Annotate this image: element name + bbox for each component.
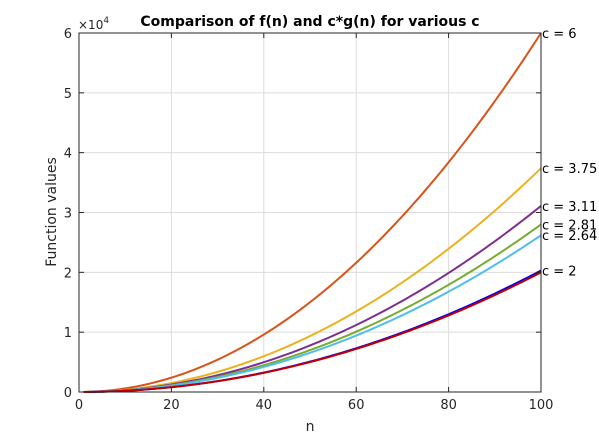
grid: [79, 33, 541, 392]
curve-label: c = 3.11: [542, 200, 597, 215]
series-line: [83, 271, 542, 393]
curve-label: c = 2: [542, 265, 577, 280]
y-axis-label: Function values: [44, 157, 60, 267]
x-axis-label: n: [306, 419, 315, 435]
curve-label: c = 2.81: [542, 218, 597, 233]
x-tick-label: 0: [75, 398, 83, 413]
series-group: [83, 32, 542, 393]
y-tick-label: 3: [64, 207, 72, 222]
x-tick-label: 20: [163, 398, 180, 413]
x-tick-label: 40: [256, 398, 273, 413]
series-line: [83, 167, 542, 393]
y-tick-label: 6: [64, 27, 72, 42]
y-tick-label: 4: [64, 147, 72, 162]
y-multiplier-exponent: 4: [103, 16, 109, 26]
y-multiplier: ×104: [78, 16, 109, 32]
y-tick-label: 2: [64, 266, 72, 281]
y-tick-label: 0: [64, 386, 72, 401]
x-tick-label: 60: [348, 398, 365, 413]
curve-label: c = 3.75: [542, 162, 597, 177]
series-line: [83, 234, 542, 393]
x-tick-label: 80: [440, 398, 457, 413]
x-tick-label: 100: [529, 398, 554, 413]
ticks: [78, 32, 542, 393]
curve-label: c = 6: [542, 27, 577, 42]
chart-title: Comparison of f(n) and c*g(n) for variou…: [140, 14, 479, 30]
x-tick-labels: 0 20 40 60 80 100: [75, 398, 554, 413]
series-line: [83, 32, 542, 393]
y-tick-label: 5: [64, 87, 72, 102]
curve-label: c = 2.64: [542, 229, 597, 244]
curve-labels: c = 6 c = 3.75 c = 3.11 c = 2.81c = 2.64 c =…: [542, 27, 597, 280]
y-tick-label: 1: [64, 326, 72, 341]
y-tick-labels: 0 1 2 3 4 5 6: [64, 27, 72, 401]
